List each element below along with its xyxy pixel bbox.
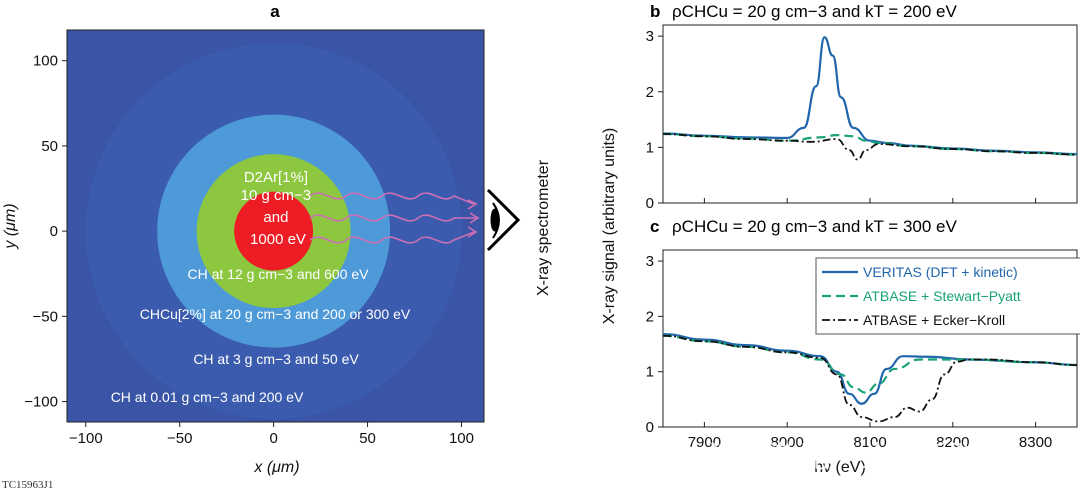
watermark: 江苏激光产业创新联盟 bbox=[708, 440, 1008, 475]
y-tick-label: 3 bbox=[646, 28, 654, 45]
legend-box bbox=[815, 257, 1080, 335]
y-tick-label: 1 bbox=[646, 364, 654, 381]
core-label-line2: 10 g cm−3 bbox=[241, 187, 311, 204]
y-tick-label: 0 bbox=[646, 195, 654, 212]
y-tick-label: 2 bbox=[646, 308, 654, 325]
spectrometer-label: X-ray spectrometer bbox=[535, 159, 552, 296]
panel-c-title: ρCHCu = 20 g cm−3 and kT = 300 eV bbox=[672, 217, 957, 236]
x-tick-label: −50 bbox=[167, 430, 192, 447]
y-tick-label: −50 bbox=[33, 308, 58, 325]
xray-ray bbox=[309, 231, 475, 244]
x-tick-label: 50 bbox=[359, 430, 376, 447]
outer-ch-label: CH at 0.01 g cm−3 and 200 eV bbox=[111, 389, 304, 405]
y-tick-label: 50 bbox=[41, 138, 58, 155]
xray-ray bbox=[309, 214, 476, 222]
legend-label-ecker-kroll: ATBASE + Ecker−Kroll bbox=[863, 312, 1005, 328]
legend: VERITAS (DFT + kinetic) ATBASE + Stewart… bbox=[815, 257, 1080, 335]
x-tick-label: −100 bbox=[69, 430, 103, 447]
xray-emission-rays bbox=[309, 192, 480, 244]
series-line-atbase-stewart-pyatt bbox=[663, 334, 1077, 394]
x-tick-label: 100 bbox=[449, 430, 474, 447]
panel-a-plot: D2Ar[1%] 10 g cm−3 and 1000 eV CH at 12 … bbox=[2, 29, 521, 476]
panel-b-ticks: 0 1 2 3 bbox=[646, 28, 1037, 212]
y-tick-label: 1 bbox=[646, 139, 654, 156]
shared-y-label: X-ray signal (arbitrary units) bbox=[601, 128, 618, 325]
xray-ray bbox=[309, 192, 475, 205]
x-tick-label: 8300 bbox=[1019, 434, 1052, 451]
ch-shell-label: CH at 3 g cm−3 and 50 eV bbox=[193, 351, 359, 367]
panel-c-ticks: 0 1 2 3 7900 8000 8100 8200 8300 bbox=[646, 253, 1053, 451]
y-tick-label: 100 bbox=[33, 53, 58, 70]
panel-a-x-ticks: −100 −50 0 50 100 bbox=[69, 422, 474, 447]
core-label-line1: D2Ar[1%] bbox=[244, 169, 308, 186]
xray-arrowhead bbox=[467, 199, 478, 210]
chcu-layer-label: CHCu[2%] at 20 g cm−3 and 200 or 300 eV bbox=[140, 306, 411, 322]
panel-a-x-label: x (μm) bbox=[253, 459, 299, 476]
core-label-line3: and bbox=[263, 209, 288, 226]
core-label-line4: 1000 eV bbox=[250, 231, 306, 248]
eye-icon bbox=[486, 188, 521, 252]
panel-b-frame bbox=[662, 24, 1078, 204]
core-label: D2Ar[1%] 10 g cm−3 and 1000 eV bbox=[241, 169, 316, 248]
panel-b-label: b bbox=[650, 2, 660, 21]
ch-layer-label: CH at 12 g cm−3 and 600 eV bbox=[188, 266, 370, 282]
series-line-atbase-ecker-kroll bbox=[663, 334, 1077, 423]
y-tick-label: 2 bbox=[646, 84, 654, 101]
panel-c-series bbox=[663, 332, 1077, 423]
y-tick-label: 0 bbox=[50, 223, 58, 240]
legend-label-veritas: VERITAS (DFT + kinetic) bbox=[863, 264, 1018, 280]
panel-a-frame bbox=[66, 29, 485, 423]
y-tick-label: 0 bbox=[646, 419, 654, 436]
x-tick-label: 8200 bbox=[936, 434, 969, 451]
legend-label-stewart-pyatt: ATBASE + Stewart−Pyatt bbox=[863, 288, 1021, 304]
xray-arrowhead bbox=[469, 212, 480, 224]
panel-a-y-label: y (μm) bbox=[2, 203, 19, 249]
x-tick-label: 7900 bbox=[688, 434, 721, 451]
x-tick-label: 8000 bbox=[771, 434, 804, 451]
shared-x-label: hν (eV) bbox=[814, 459, 866, 476]
panel-a-label: a bbox=[270, 2, 280, 21]
x-tick-label: 0 bbox=[269, 430, 277, 447]
panel-c-label: c bbox=[650, 217, 659, 236]
series-line-atbase-ecker-kroll bbox=[663, 133, 1077, 161]
y-tick-label: −100 bbox=[24, 394, 58, 411]
panel-a-y-ticks: 100 50 0 −50 −100 bbox=[24, 53, 67, 411]
serial-id: TC15963J1 bbox=[2, 479, 53, 491]
x-tick-label: 8100 bbox=[853, 434, 886, 451]
panel-b-title: ρCHCu = 20 g cm−3 and kT = 200 eV bbox=[672, 2, 957, 21]
core-region bbox=[234, 191, 314, 271]
y-tick-label: 3 bbox=[646, 253, 654, 270]
panel-b-series bbox=[663, 36, 1077, 161]
xray-arrowhead bbox=[467, 226, 478, 238]
